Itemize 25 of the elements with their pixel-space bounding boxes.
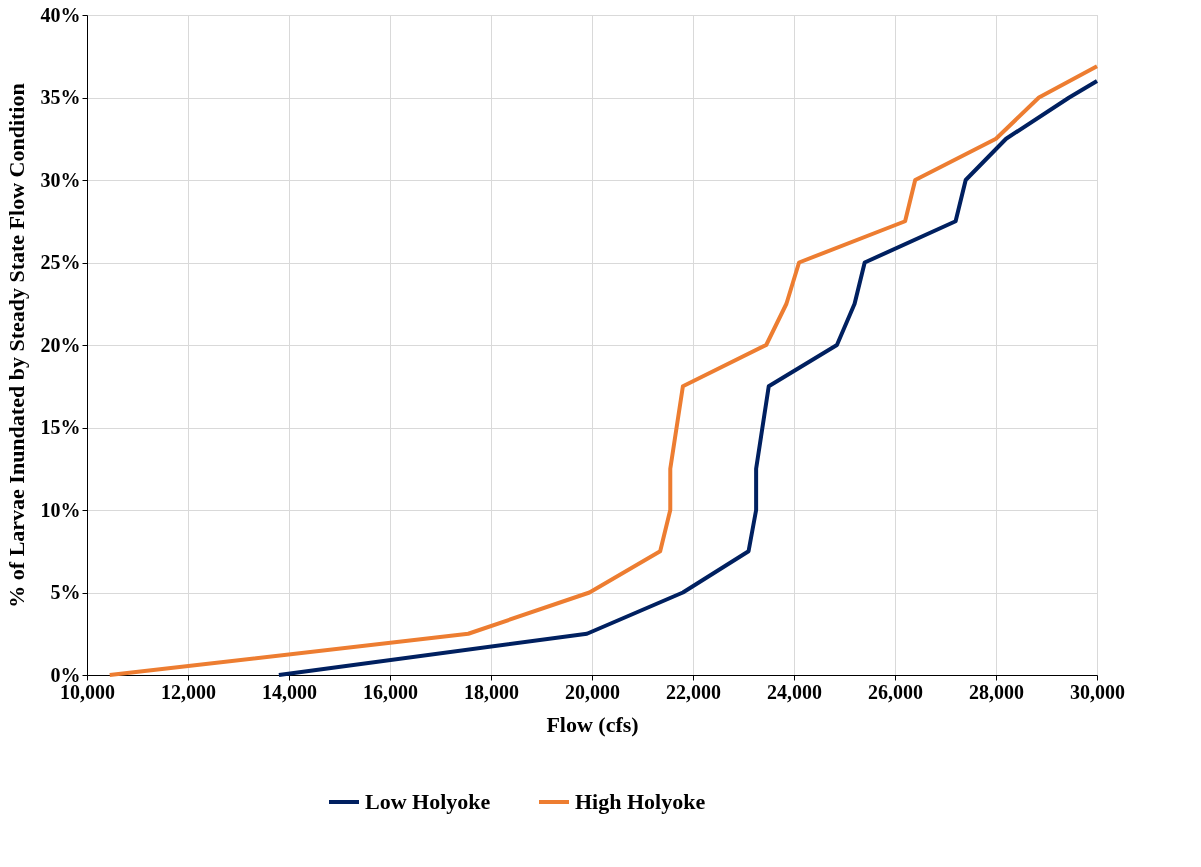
- y-tick-label: 5%: [50, 581, 81, 603]
- y-tick-label: 35%: [40, 86, 81, 108]
- x-tick-label: 28,000: [969, 680, 1024, 703]
- x-tick-label: 20,000: [565, 680, 620, 703]
- x-tick-label: 30,000: [1070, 680, 1125, 703]
- x-tick-label: 14,000: [262, 680, 317, 703]
- legend-label: Low Holyoke: [365, 789, 491, 814]
- y-tick-label: 0%: [50, 663, 81, 686]
- x-tick-label: 16,000: [363, 680, 418, 703]
- x-axis-title: Flow (cfs): [546, 711, 639, 737]
- y-tick-label: 25%: [40, 251, 81, 273]
- x-tick-label: 26,000: [868, 680, 923, 703]
- line-series: [107, 64, 1099, 677]
- y-tick-label: 10%: [40, 498, 81, 521]
- y-tick-label: 40%: [40, 3, 81, 26]
- y-axis-title: % of Larvae Inundated by Steady State Flow Condition: [3, 83, 29, 608]
- y-tick-label: 30%: [40, 168, 81, 191]
- legend-label: High Holyoke: [575, 789, 706, 814]
- x-tick-label: 22,000: [666, 680, 721, 703]
- x-tick-label: 18,000: [464, 680, 519, 703]
- y-tick-label: 20%: [40, 333, 81, 356]
- x-tick-label: 12,000: [161, 680, 216, 703]
- x-tick-label: 24,000: [767, 680, 822, 703]
- y-tick-label: 15%: [40, 416, 81, 438]
- line-series: [276, 79, 1099, 677]
